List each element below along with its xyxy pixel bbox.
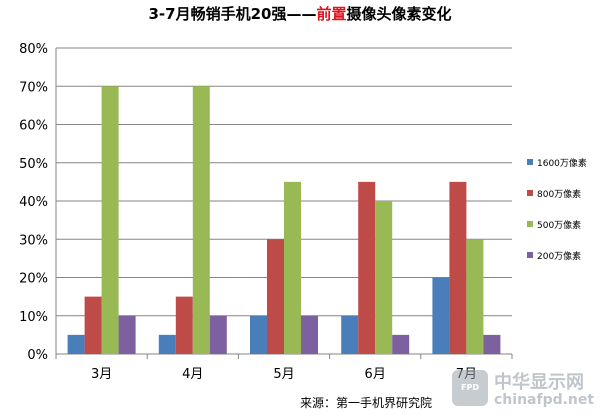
watermark-cn: 中华显示网: [494, 372, 584, 393]
bar: [358, 181, 376, 354]
y-tick-label: 20%: [19, 272, 48, 287]
y-tick-label: 0%: [27, 348, 48, 363]
x-tick-label: 3月: [91, 367, 112, 382]
legend-swatch: [527, 252, 533, 258]
bar: [192, 86, 210, 354]
title-prefix: 3-7月畅销手机20强——: [148, 5, 317, 23]
legend-label: 1600万像素: [537, 158, 587, 169]
bar: [284, 181, 301, 354]
y-tick-label: 40%: [19, 195, 48, 210]
bar: [432, 277, 450, 354]
bar: [209, 315, 227, 354]
bar: [301, 315, 318, 354]
legend-item: 1600万像素: [527, 155, 587, 169]
watermark-en: chinafpd.net: [494, 392, 595, 408]
y-tick-label: 80%: [19, 42, 48, 57]
bar: [250, 315, 267, 354]
legend-item: 200万像素: [527, 248, 587, 262]
x-tick-label: 4月: [182, 367, 203, 382]
bar: [375, 201, 393, 354]
x-tick-label: 6月: [365, 367, 386, 382]
y-tick-label: 50%: [19, 157, 48, 172]
bar: [392, 334, 410, 354]
bar: [101, 86, 119, 354]
legend-swatch: [527, 159, 533, 165]
bar: [483, 334, 501, 354]
legend-label: 200万像素: [537, 251, 582, 262]
bar: [449, 181, 467, 354]
bar: [267, 239, 284, 354]
chart-legend: 1600万像素 800万像素 500万像素 200万像素: [527, 155, 587, 279]
bar: [175, 296, 193, 354]
bar: [84, 296, 102, 354]
title-suffix: 摄像头像素变化: [346, 5, 452, 23]
legend-item: 500万像素: [527, 217, 587, 231]
legend-swatch: [527, 221, 533, 227]
bar: [158, 334, 176, 354]
bar: [118, 315, 136, 354]
y-tick-label: 30%: [19, 233, 48, 248]
y-tick-label: 60%: [19, 119, 48, 134]
legend-item: 800万像素: [527, 186, 587, 200]
chart-title: 3-7月畅销手机20强——前置摄像头像素变化: [0, 3, 600, 24]
bar: [341, 315, 359, 354]
watermark-logo: FPD 中华显示网 chinafpd.net: [452, 366, 598, 416]
y-tick-label: 10%: [19, 310, 48, 325]
legend-label: 800万像素: [537, 189, 582, 200]
source-note: 来源：第一手机界研究院: [300, 396, 433, 410]
legend-swatch: [527, 190, 533, 196]
title-highlight: 前置: [316, 5, 347, 23]
legend-label: 500万像素: [537, 220, 582, 231]
y-tick-label: 70%: [19, 80, 48, 95]
bar: [466, 239, 484, 354]
watermark-badge: FPD: [452, 370, 488, 406]
x-tick-label: 5月: [273, 367, 294, 382]
bar: [67, 334, 85, 354]
